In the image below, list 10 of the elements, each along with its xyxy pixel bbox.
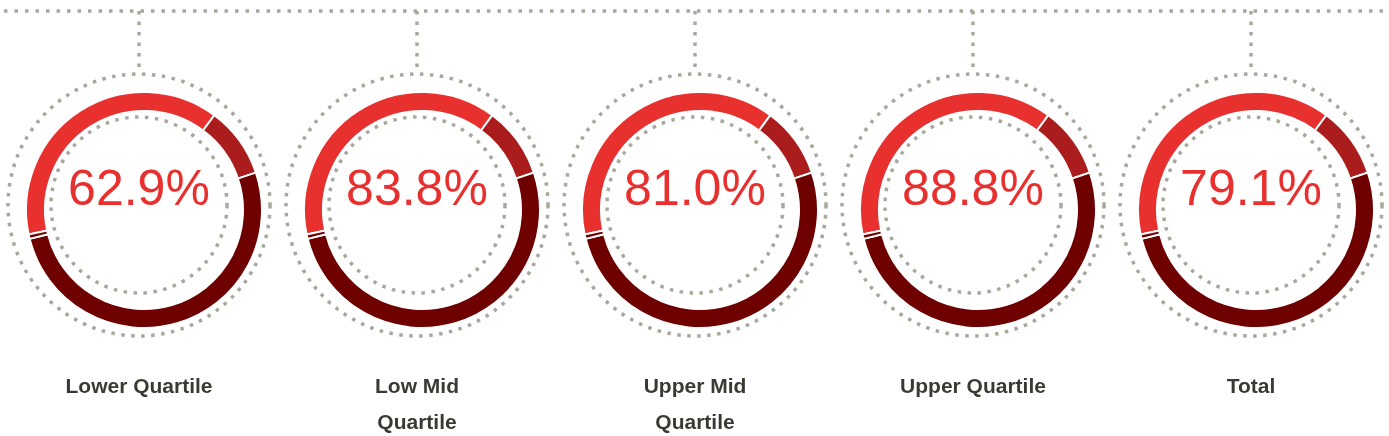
text: Upper Mid Quartile [642,373,748,435]
text: Low Mid Quartile [374,373,460,435]
text: 81.0% [623,160,767,216]
text: 83.8% [345,160,489,216]
text: Total [1225,373,1277,399]
text: 62.9% [67,160,211,216]
text: Lower Quartile [64,373,214,399]
text: 79.1% [1179,160,1323,216]
text: Upper Quartile [899,373,1047,399]
text: 88.8% [901,160,1045,216]
